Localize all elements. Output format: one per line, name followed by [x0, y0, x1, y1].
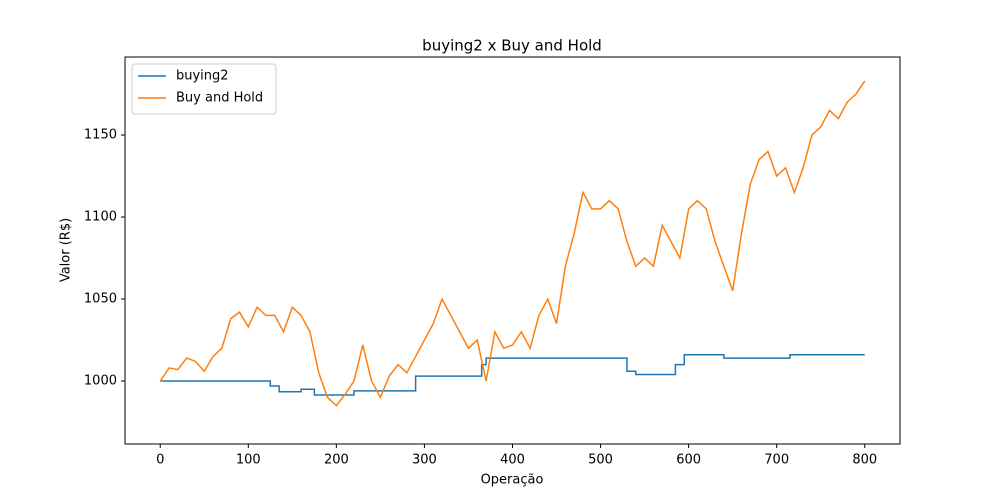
plot-frame — [124, 56, 901, 445]
x-tick-label: 800 — [852, 453, 877, 468]
y-tick-label: 1050 — [84, 292, 117, 307]
x-tick-label: 600 — [676, 453, 701, 468]
x-tick-label: 100 — [236, 453, 261, 468]
x-axis-label: Operação — [481, 473, 544, 488]
y-tick-label: 1000 — [84, 374, 117, 389]
legend-label: Buy and Hold — [176, 91, 263, 106]
legend-label: buying2 — [176, 69, 229, 84]
chart-title: buying2 x Buy and Hold — [422, 37, 602, 55]
y-tick-label: 1100 — [84, 210, 117, 225]
x-tick-label: 300 — [412, 453, 437, 468]
x-tick-label: 400 — [500, 453, 525, 468]
y-tick-label: 1150 — [84, 128, 117, 143]
x-tick-label: 500 — [588, 453, 613, 468]
x-tick-label: 200 — [324, 453, 349, 468]
series-line — [159, 80, 866, 407]
x-tick-label: 700 — [764, 453, 789, 468]
series-line — [160, 354, 865, 396]
x-tick-label: 0 — [156, 453, 164, 468]
legend-box — [131, 63, 277, 115]
y-axis-label: Valor (R$) — [59, 218, 74, 282]
